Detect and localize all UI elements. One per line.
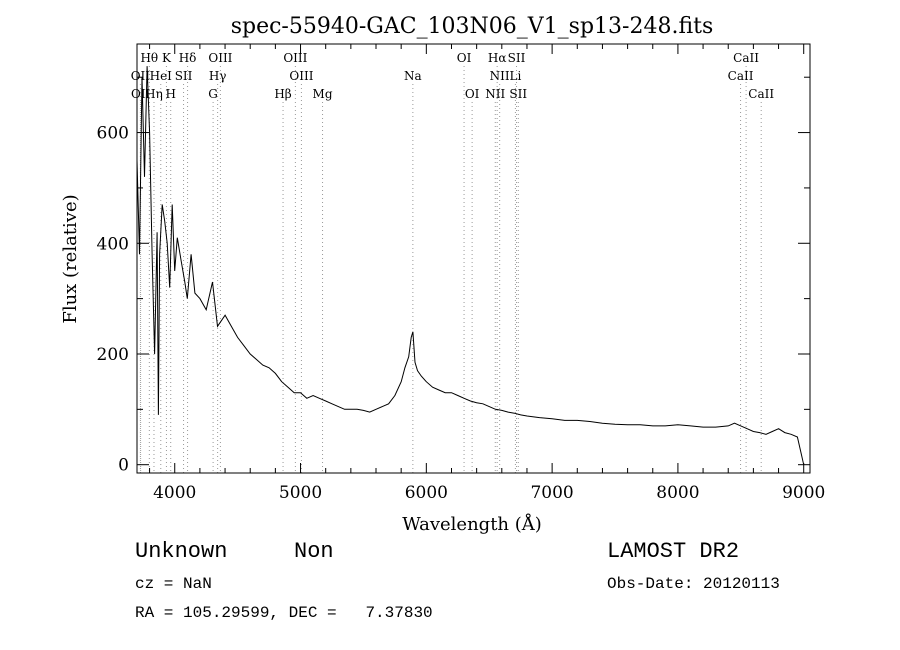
line-label: Hα — [488, 51, 507, 65]
line-label: Hβ — [274, 87, 291, 101]
line-label: SII — [508, 51, 526, 65]
line-label: OIII — [283, 51, 307, 65]
x-axis-label: Wavelength (Å) — [402, 513, 542, 535]
line-label: SII — [509, 87, 527, 101]
y-tick-label: 600 — [97, 124, 129, 144]
survey-label: LAMOST DR2 — [607, 539, 740, 564]
line-label: SII — [175, 69, 193, 83]
object-subclass: Non — [294, 539, 334, 564]
line-label: OIII — [289, 69, 313, 83]
line-label: NII — [485, 87, 505, 101]
line-label: Hγ — [209, 69, 227, 83]
x-tick-label: 6000 — [405, 483, 448, 503]
x-tick-label: 7000 — [530, 483, 573, 503]
line-label: Mg — [313, 87, 333, 101]
line-label: H — [165, 87, 175, 101]
line-label: G — [208, 87, 218, 101]
line-label: NII — [490, 69, 510, 83]
line-label: CaII — [733, 51, 759, 65]
line-label: Hθ — [140, 51, 158, 65]
line-label: Hη — [145, 87, 163, 101]
line-label: K — [162, 51, 172, 65]
line-label: Hδ — [179, 51, 197, 65]
x-tick-label: 9000 — [782, 483, 825, 503]
y-axis-label: Flux (relative) — [60, 194, 81, 323]
line-label: OI — [457, 51, 472, 65]
x-axis: 4000 5000 6000 7000 8000 9000 — [149, 44, 825, 503]
y-axis: 0 200 400 600 — [97, 76, 810, 476]
chart-title: spec-55940-GAC_103N06_V1_sp13-248.fits — [231, 14, 714, 39]
plot-frame — [136, 43, 811, 474]
x-tick-label: 8000 — [656, 483, 699, 503]
coordinates-label: RA = 105.29599, DEC = 7.37830 — [135, 604, 433, 622]
line-label: HeI — [150, 69, 173, 83]
line-label: Li — [509, 69, 521, 83]
line-label: CaII — [748, 87, 774, 101]
y-tick-label: 400 — [97, 234, 129, 254]
spectrum-line — [136, 66, 805, 465]
line-label: OIII — [208, 51, 232, 65]
x-tick-label: 4000 — [153, 483, 196, 503]
line-label: CaII — [728, 69, 754, 83]
line-label: OII — [131, 87, 151, 101]
redshift-label: cz = NaN — [135, 575, 212, 593]
object-class: Unknown — [135, 539, 228, 564]
line-label: Na — [404, 69, 422, 83]
y-tick-label: 200 — [97, 345, 129, 365]
x-tick-label: 5000 — [279, 483, 322, 503]
y-tick-label: 0 — [118, 456, 129, 476]
line-label: OII — [131, 69, 151, 83]
line-label: OI — [465, 87, 480, 101]
obs-date-label: Obs-Date: 20120113 — [607, 575, 780, 593]
